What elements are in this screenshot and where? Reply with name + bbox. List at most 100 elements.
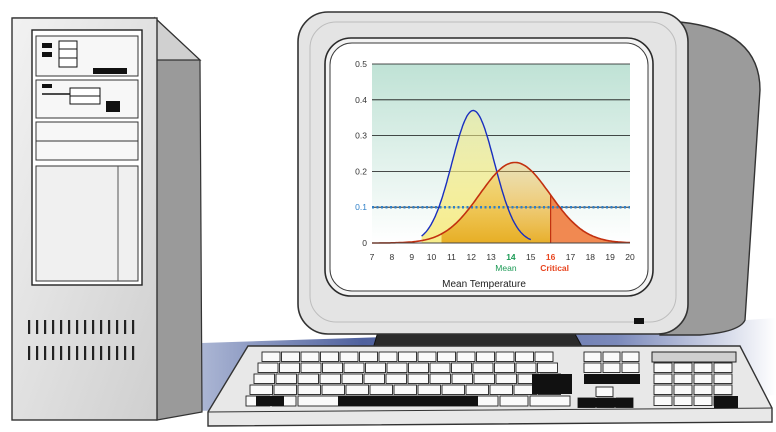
key[interactable] [441, 384, 465, 395]
key[interactable] [494, 362, 515, 373]
key[interactable] [297, 384, 321, 395]
key[interactable] [417, 384, 441, 395]
key[interactable] [359, 351, 378, 362]
key[interactable] [495, 351, 515, 362]
key[interactable] [653, 384, 673, 395]
key[interactable] [621, 362, 640, 373]
key[interactable] [515, 351, 534, 362]
key[interactable] [489, 384, 513, 395]
key[interactable] [300, 351, 320, 362]
key[interactable] [713, 373, 733, 384]
key[interactable] [365, 362, 386, 373]
space-key[interactable] [338, 396, 478, 406]
key[interactable] [281, 351, 300, 362]
key[interactable] [451, 362, 472, 373]
key[interactable] [386, 362, 408, 373]
y-tick-label: 0.3 [355, 131, 367, 141]
key[interactable] [583, 362, 602, 373]
key[interactable] [275, 373, 297, 384]
key[interactable] [417, 351, 437, 362]
key[interactable] [673, 362, 693, 373]
key[interactable] [256, 396, 284, 406]
key[interactable] [261, 351, 281, 362]
key[interactable] [429, 373, 451, 384]
key[interactable] [385, 373, 407, 384]
power-led[interactable] [634, 318, 644, 324]
key[interactable] [602, 351, 621, 362]
key[interactable] [322, 362, 343, 373]
key[interactable] [437, 351, 456, 362]
vent-slot [28, 320, 31, 334]
key[interactable] [584, 374, 640, 384]
key[interactable] [653, 373, 673, 384]
eject-button[interactable] [106, 101, 120, 112]
key[interactable] [320, 351, 339, 362]
key[interactable] [693, 384, 713, 395]
drive-button[interactable] [42, 43, 52, 48]
key[interactable] [321, 384, 345, 395]
key[interactable] [319, 373, 341, 384]
key[interactable] [465, 384, 489, 395]
key[interactable] [249, 384, 273, 395]
series-2-area [441, 162, 551, 243]
keyboard [207, 345, 773, 427]
key[interactable] [343, 362, 365, 373]
key[interactable] [341, 373, 363, 384]
tower-door[interactable] [35, 165, 139, 282]
key[interactable] [473, 373, 495, 384]
x-axis-label: Mean Temperature [442, 279, 526, 290]
key[interactable] [693, 373, 713, 384]
key[interactable] [273, 384, 297, 395]
x-tick-label: 7 [370, 252, 375, 262]
key[interactable] [499, 395, 529, 407]
vent-slot [52, 346, 55, 360]
vent-slot [116, 320, 119, 334]
drive-button[interactable] [42, 52, 52, 57]
series-1-line [421, 109, 532, 241]
key[interactable] [537, 362, 558, 373]
key[interactable] [408, 362, 429, 373]
key[interactable] [653, 362, 673, 373]
key[interactable] [534, 351, 554, 362]
key[interactable] [515, 362, 537, 373]
key[interactable] [673, 395, 693, 406]
key[interactable] [407, 373, 429, 384]
key[interactable] [451, 373, 473, 384]
drive-led [93, 68, 127, 74]
key[interactable] [713, 362, 733, 373]
key[interactable] [476, 351, 495, 362]
key[interactable] [713, 384, 733, 395]
key[interactable] [393, 384, 417, 395]
drive-button[interactable] [42, 84, 52, 88]
key[interactable] [300, 362, 322, 373]
key[interactable] [532, 374, 572, 394]
keyboard-keys[interactable] [245, 351, 738, 408]
key[interactable] [279, 362, 300, 373]
key[interactable] [253, 373, 275, 384]
key[interactable] [297, 373, 319, 384]
key[interactable] [456, 351, 476, 362]
key[interactable] [495, 373, 517, 384]
key[interactable] [369, 384, 393, 395]
key[interactable] [529, 395, 571, 407]
key[interactable] [693, 395, 713, 406]
key[interactable] [651, 351, 737, 363]
key[interactable] [378, 351, 398, 362]
key[interactable] [595, 386, 614, 397]
key[interactable] [257, 362, 279, 373]
key[interactable] [602, 362, 621, 373]
key[interactable] [472, 362, 494, 373]
key[interactable] [578, 398, 633, 408]
key[interactable] [714, 396, 738, 408]
key[interactable] [583, 351, 602, 362]
key[interactable] [673, 384, 693, 395]
key[interactable] [345, 384, 369, 395]
key[interactable] [429, 362, 451, 373]
key[interactable] [673, 373, 693, 384]
key[interactable] [398, 351, 417, 362]
key[interactable] [339, 351, 359, 362]
key[interactable] [621, 351, 640, 362]
key[interactable] [693, 362, 713, 373]
key[interactable] [653, 395, 673, 406]
key[interactable] [363, 373, 385, 384]
